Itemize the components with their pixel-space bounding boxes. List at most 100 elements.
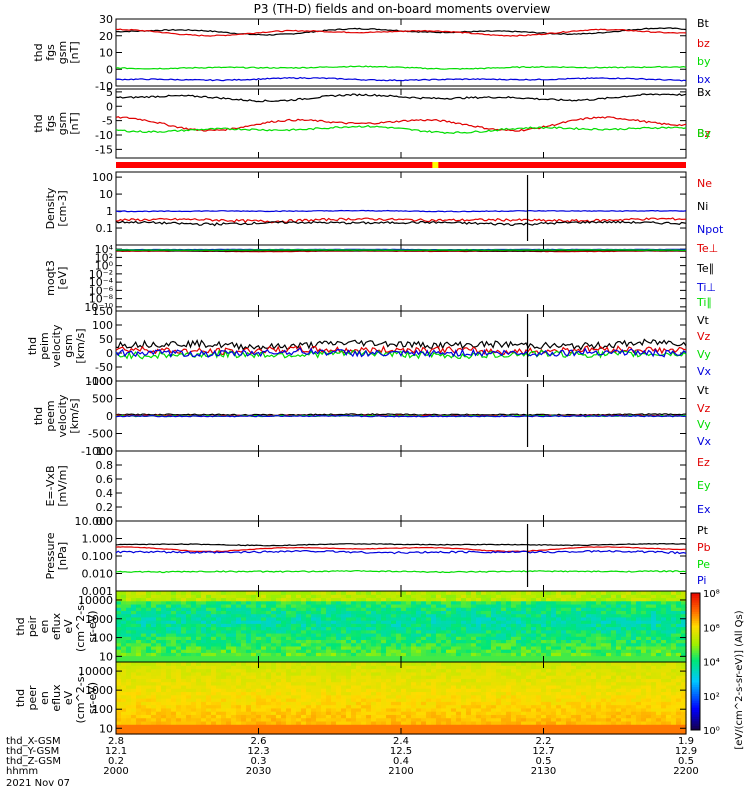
spectrogram-cell xyxy=(586,662,592,666)
spectrogram-cell xyxy=(441,603,447,608)
spectrogram-cell xyxy=(201,717,207,722)
spectrogram-cell xyxy=(311,658,317,663)
spectrogram-cell xyxy=(436,668,442,673)
spectrogram-cell xyxy=(336,701,342,706)
series-line-fgs_gsm2 xyxy=(115,93,687,103)
spectrogram-cell xyxy=(496,701,502,706)
spectrogram-cell xyxy=(306,704,312,709)
spectrogram-cell xyxy=(256,652,262,657)
spectrogram-cell xyxy=(411,694,417,699)
spectrogram-cell xyxy=(181,701,187,706)
spectrogram-cell xyxy=(291,717,297,722)
spectrogram-cell xyxy=(446,714,452,719)
spectrogram-cell xyxy=(581,616,587,621)
spectrogram-cell xyxy=(316,623,322,628)
spectrogram-cell xyxy=(526,698,532,702)
spectrogram-cell xyxy=(331,711,337,715)
spectrogram-cell xyxy=(261,717,267,722)
spectrogram-cell xyxy=(531,620,537,624)
spectrogram-cell xyxy=(531,591,537,595)
spectrogram-cell xyxy=(556,671,562,676)
spectrogram-cell xyxy=(381,649,387,653)
spectrogram-cell xyxy=(366,684,372,689)
spectrogram-cell xyxy=(536,658,542,663)
spectrogram-cell xyxy=(556,642,562,647)
spectrogram-cell xyxy=(271,632,277,637)
spectrogram-cell xyxy=(461,704,467,709)
spectrogram-cell xyxy=(121,684,127,689)
spectrogram-cell xyxy=(271,639,277,644)
spectrogram-cell xyxy=(221,649,227,653)
spectrogram-cell xyxy=(536,704,542,709)
spectrogram-cell xyxy=(326,645,332,650)
spectrogram-cell xyxy=(311,714,317,719)
spectrogram-cell xyxy=(146,642,152,647)
spectrogram-cell xyxy=(321,649,327,653)
spectrogram-cell xyxy=(676,600,682,605)
spectrogram-cell xyxy=(401,684,407,689)
spectrogram-cell xyxy=(206,662,212,666)
spectrogram-cell xyxy=(331,603,337,608)
spectrogram-cell xyxy=(421,675,427,679)
y-axis-label: sr-eV) xyxy=(86,610,99,642)
spectrogram-cell xyxy=(286,597,292,602)
spectrogram-cell xyxy=(501,681,507,686)
spectrogram-cell xyxy=(631,600,637,605)
spectrogram-cell xyxy=(461,678,467,683)
spectrogram-cell xyxy=(351,636,357,641)
spectrogram-cell xyxy=(376,707,382,712)
series-line-pressure xyxy=(115,542,687,547)
spectrogram-cell xyxy=(346,613,352,618)
spectrogram-cell xyxy=(281,607,287,611)
spectrogram-cell xyxy=(521,720,527,725)
spectrogram-cell xyxy=(316,698,322,702)
spectrogram-cell xyxy=(466,714,472,719)
spectrogram-cell xyxy=(581,717,587,722)
spectrogram-cell xyxy=(351,707,357,712)
spectrogram-cell xyxy=(551,607,557,611)
spectrogram-cell xyxy=(381,603,387,608)
y-axis-label: velocity xyxy=(50,324,63,367)
spectrogram-cell xyxy=(486,626,492,631)
spectrogram-cell xyxy=(196,704,202,709)
spectrogram-cell xyxy=(336,636,342,641)
spectrogram-cell xyxy=(266,668,272,673)
spectrogram-cell xyxy=(326,652,332,657)
spectrogram-cell xyxy=(451,607,457,611)
spectrogram-cell xyxy=(401,711,407,715)
spectrogram-cell xyxy=(556,652,562,657)
spectrogram-cell xyxy=(236,607,242,611)
spectrogram-cell xyxy=(121,603,127,608)
spectrogram-cell xyxy=(356,681,362,686)
spectrogram-cell xyxy=(436,688,442,693)
spectrogram-cell xyxy=(496,610,502,615)
spectrogram-cell xyxy=(501,600,507,605)
spectrogram-cell xyxy=(211,727,217,732)
spectrogram-cell xyxy=(506,658,512,663)
spectrogram-cell xyxy=(631,597,637,602)
spectrogram-cell xyxy=(656,603,662,608)
spectrogram-cell xyxy=(321,678,327,683)
y-tick-label: 500 xyxy=(92,393,113,406)
spectrogram-cell xyxy=(256,668,262,673)
spectrogram-cell xyxy=(261,629,267,634)
spectrogram-cell xyxy=(171,694,177,699)
spectrogram-cell xyxy=(296,688,302,693)
spectrogram-cell xyxy=(471,600,477,605)
spectrogram-cell xyxy=(646,645,652,650)
spectrogram-cell xyxy=(171,607,177,611)
spectrogram-cell xyxy=(461,610,467,615)
spectrogram-cell xyxy=(511,636,517,641)
spectrogram-cell xyxy=(166,671,172,676)
spectrogram-cell xyxy=(411,607,417,611)
spectrogram-cell xyxy=(331,594,337,599)
spectrogram-cell xyxy=(456,668,462,673)
spectrogram-cell xyxy=(406,636,412,641)
spectrogram-cell xyxy=(381,684,387,689)
spectrogram-cell xyxy=(251,639,257,644)
spectrogram-cell xyxy=(341,711,347,715)
spectrogram-cell xyxy=(586,668,592,673)
spectrogram-cell xyxy=(201,610,207,615)
spectrogram-cell xyxy=(291,597,297,602)
spectrogram-cell xyxy=(246,694,252,699)
